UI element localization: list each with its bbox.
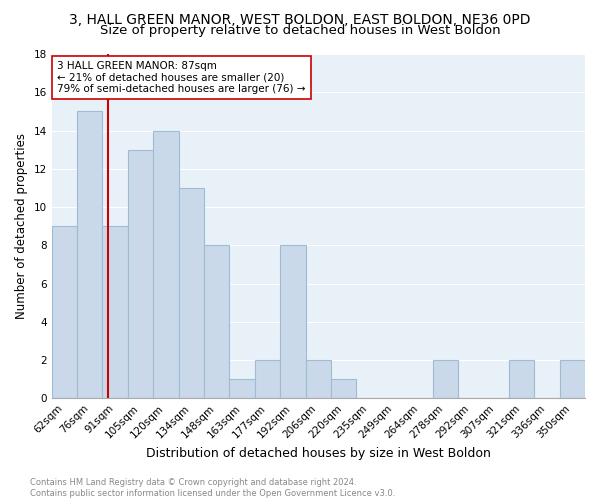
- Bar: [509, 360, 534, 399]
- Bar: [433, 360, 458, 399]
- Bar: [331, 379, 356, 398]
- Bar: [77, 112, 103, 399]
- Bar: [560, 360, 585, 399]
- Bar: [103, 226, 128, 398]
- X-axis label: Distribution of detached houses by size in West Boldon: Distribution of detached houses by size …: [146, 447, 491, 460]
- Bar: [52, 226, 77, 398]
- Bar: [305, 360, 331, 399]
- Text: Size of property relative to detached houses in West Boldon: Size of property relative to detached ho…: [100, 24, 500, 37]
- Text: 3, HALL GREEN MANOR, WEST BOLDON, EAST BOLDON, NE36 0PD: 3, HALL GREEN MANOR, WEST BOLDON, EAST B…: [69, 12, 531, 26]
- Bar: [229, 379, 255, 398]
- Bar: [255, 360, 280, 399]
- Text: Contains HM Land Registry data © Crown copyright and database right 2024.
Contai: Contains HM Land Registry data © Crown c…: [30, 478, 395, 498]
- Y-axis label: Number of detached properties: Number of detached properties: [15, 133, 28, 319]
- Bar: [280, 246, 305, 398]
- Bar: [128, 150, 153, 398]
- Bar: [204, 246, 229, 398]
- Bar: [153, 130, 179, 398]
- Text: 3 HALL GREEN MANOR: 87sqm
← 21% of detached houses are smaller (20)
79% of semi-: 3 HALL GREEN MANOR: 87sqm ← 21% of detac…: [57, 61, 305, 94]
- Bar: [179, 188, 204, 398]
